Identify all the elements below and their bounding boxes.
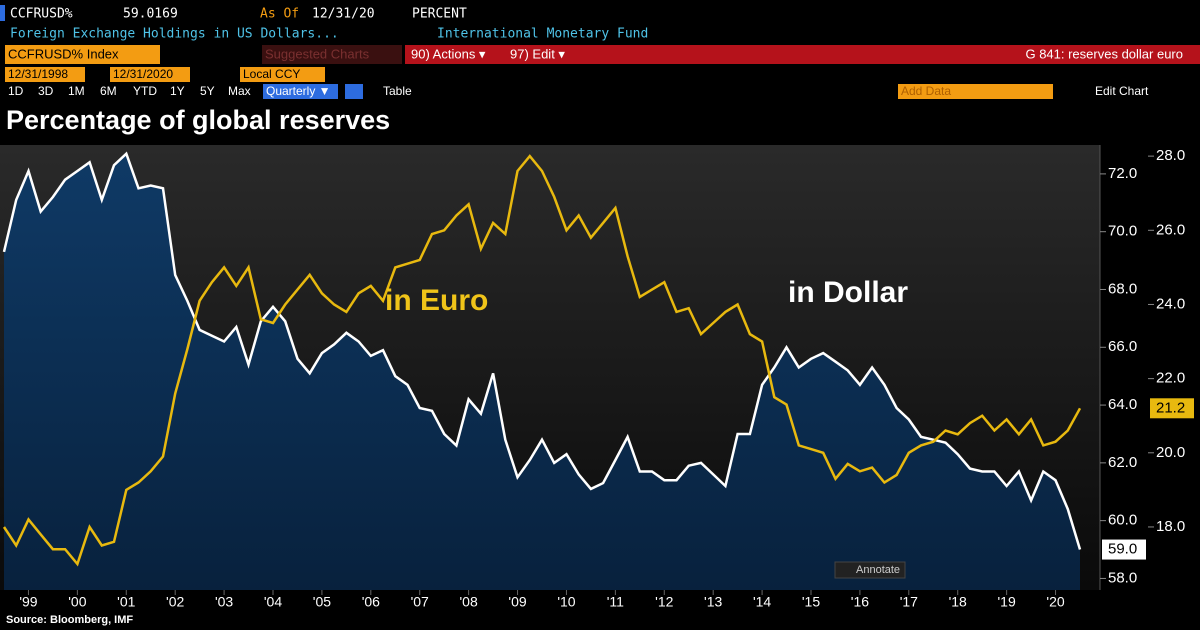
x-tick-label: '15 (802, 594, 820, 610)
y-tick-label: 66.0 (1108, 338, 1137, 355)
period-button[interactable]: Max (228, 84, 251, 98)
y-tick-label: 60.0 (1108, 512, 1137, 529)
index-box[interactable] (5, 45, 160, 64)
x-tick-label: '08 (460, 594, 478, 610)
end-date[interactable]: 12/31/2020 (113, 67, 173, 81)
period-button[interactable]: 5Y (200, 84, 215, 98)
x-tick-label: '04 (264, 594, 282, 610)
annotate-button[interactable] (834, 561, 906, 579)
x-tick-label: '17 (900, 594, 918, 610)
y2-tick-label: 24.0 (1156, 295, 1185, 312)
x-tick-label: '18 (949, 594, 967, 610)
period-button[interactable]: 1D (8, 84, 24, 98)
suggested-box[interactable] (262, 45, 402, 64)
line (2, 154, 1082, 567)
add-data-box[interactable] (898, 84, 1053, 99)
y2-tick-label: 28.0 (1156, 147, 1185, 164)
x-tick-label: '07 (411, 594, 429, 610)
actions[interactable]: 90) Actions ▾ (411, 46, 486, 61)
x-tick-label: '01 (117, 594, 135, 610)
last-value-tag (1102, 539, 1146, 560)
ticker: CCFRUSD% (10, 7, 73, 22)
x-tick-label: '00 (68, 594, 86, 610)
function: G 841: reserves dollar euro (1025, 46, 1183, 61)
source: Source: Bloomberg, IMF (6, 614, 133, 626)
last-price: 59.0169 (123, 7, 178, 22)
as-of-label: As Of (260, 7, 299, 22)
y2-tick-label: 18.0 (1156, 518, 1185, 535)
period-button[interactable]: 1Y (170, 84, 185, 98)
y-tick-label: 68.0 (1108, 280, 1137, 297)
area (4, 153, 1080, 590)
suggested[interactable]: Suggested Charts (265, 46, 370, 61)
x-tick-label: '09 (508, 594, 526, 610)
units: PERCENT (412, 7, 467, 22)
line (2, 151, 1082, 550)
x-tick-label: '99 (19, 594, 37, 610)
x-tick-label: '16 (851, 594, 869, 610)
x-tick-label: '06 (362, 594, 380, 610)
x-tick-label: '14 (753, 594, 771, 610)
y-tick-label: 72.0 (1108, 165, 1137, 182)
x-tick-label: '10 (557, 594, 575, 610)
index-label[interactable]: CCFRUSD% Index (8, 46, 119, 61)
description: Foreign Exchange Holdings in US Dollars.… (10, 27, 339, 42)
y-tick-label: 62.0 (1108, 454, 1137, 471)
period-button[interactable]: 6M (100, 84, 117, 98)
ccy-box[interactable] (240, 67, 325, 82)
period-buttons: 1D 3D 1M 6M YTD 1Y 5Y Max (8, 84, 251, 98)
x-tick-label: '05 (313, 594, 331, 610)
x-tick-label: '13 (704, 594, 722, 610)
x-tick-label: '12 (655, 594, 673, 610)
end-box[interactable] (110, 67, 190, 82)
chart-title: Percentage of global reserves (6, 105, 390, 135)
x-tick-label: '11 (607, 594, 624, 610)
last-value-label: 59.0 (1108, 541, 1137, 558)
edit[interactable]: 97) Edit ▾ (510, 46, 565, 61)
edit-chart[interactable]: Edit Chart (1095, 84, 1149, 98)
marker (0, 5, 5, 21)
y2-tick-label: 26.0 (1156, 221, 1185, 238)
freq-box[interactable] (263, 84, 338, 99)
last-value-tag (1150, 398, 1194, 419)
frequency[interactable]: Quarterly ▼ (266, 84, 331, 98)
plot: '99 '00 '01 '02 '03 '04 '05 '06 '07 '08 '09 '10 '11 '… (2, 145, 1194, 610)
chart-icon[interactable] (345, 84, 363, 99)
y-tick-label: 70.0 (1108, 223, 1137, 240)
x-tick-label: '03 (215, 594, 233, 610)
currency[interactable]: Local CCY (243, 67, 300, 81)
x-tick-label: '19 (998, 594, 1016, 610)
menu-bar (405, 45, 1200, 64)
x-tick-label: '20 (1046, 594, 1064, 610)
last-value-label: 21.2 (1156, 399, 1185, 416)
period-button[interactable]: YTD (133, 84, 157, 98)
period-button[interactable]: 3D (38, 84, 54, 98)
as-of-date: 12/31/20 (312, 7, 375, 22)
source-name: International Monetary Fund (437, 27, 648, 42)
y-tick-label: 58.0 (1108, 569, 1137, 586)
y-tick-label: 64.0 (1108, 396, 1137, 413)
table[interactable]: Table (383, 84, 412, 98)
x-tick-label: '02 (166, 594, 184, 610)
y2-tick-label: 22.0 (1156, 370, 1185, 387)
add-data[interactable]: Add Data (901, 84, 951, 98)
annotation: in Dollar (788, 276, 908, 309)
annotation: in Euro (385, 284, 488, 317)
start-box[interactable] (5, 67, 85, 82)
period-button[interactable]: 1M (68, 84, 85, 98)
annotate[interactable]: Annotate (856, 564, 900, 576)
start-date[interactable]: 12/31/1998 (8, 67, 68, 81)
y2-tick-label: 20.0 (1156, 444, 1185, 461)
